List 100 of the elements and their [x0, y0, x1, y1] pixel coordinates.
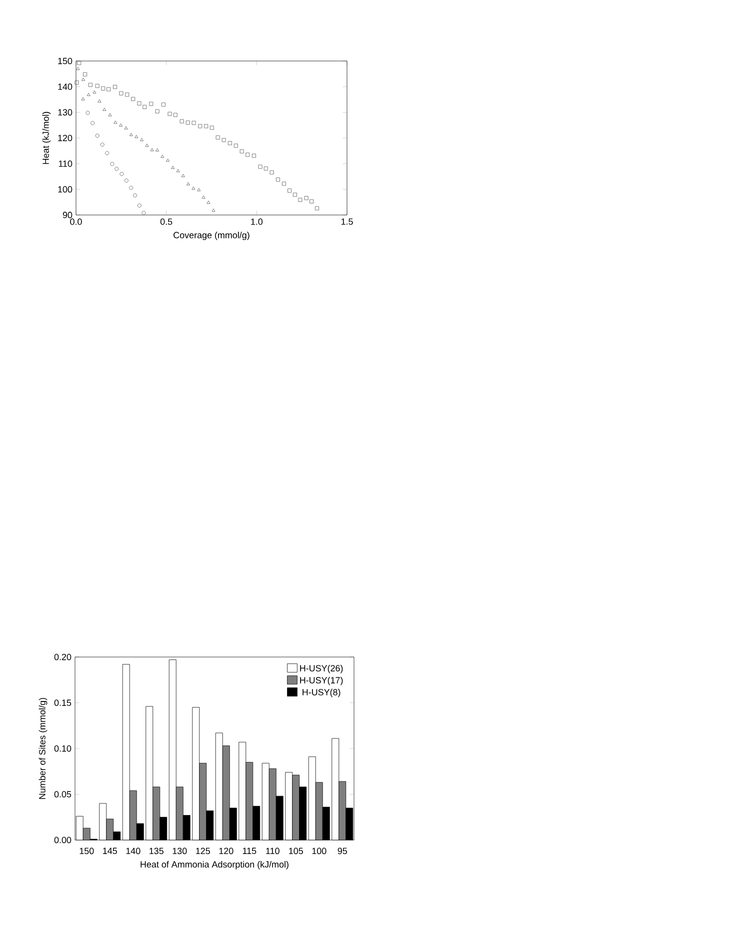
y-axis-title: Number of Sites (mmol/g): [38, 698, 48, 799]
y-tick-label: 0.10: [54, 745, 72, 752]
x-tick-label: 1.0: [251, 218, 263, 225]
x-tick-label: 120: [219, 848, 234, 854]
point: [276, 178, 280, 182]
point: [133, 193, 138, 198]
point: [173, 112, 178, 117]
point: [264, 166, 268, 171]
point: [142, 210, 146, 215]
x-tick-label: 115: [242, 848, 256, 854]
x-tick-label: 140: [126, 848, 140, 854]
point: [202, 196, 206, 199]
legend-label: H-USY(8): [302, 688, 340, 698]
point: [125, 92, 130, 97]
y-tick-label: 120: [58, 134, 72, 142]
point: [186, 120, 190, 125]
y-tick-label: 0.05: [54, 791, 72, 798]
legend-label: H-USY(17): [300, 676, 343, 686]
point: [134, 134, 138, 138]
x-tick-label: 100: [312, 848, 326, 854]
y-tick-label: 100: [58, 186, 72, 193]
point: [88, 82, 92, 87]
point: [160, 154, 164, 158]
point: [74, 80, 79, 85]
point: [149, 102, 154, 106]
point: [124, 178, 128, 183]
x-axis-title: Heat of Ammonia Adsorption (kJ/mol): [140, 860, 288, 870]
legend-label: H-USY(26): [300, 664, 343, 674]
point: [216, 135, 220, 140]
point: [105, 151, 110, 156]
point: [95, 134, 100, 138]
point: [95, 84, 100, 88]
point: [101, 86, 106, 90]
y-tick-label: 0.20: [54, 654, 72, 660]
point: [258, 164, 262, 169]
point: [228, 141, 232, 146]
point: [180, 119, 184, 124]
point: [100, 142, 104, 147]
y-axis-title: Heat (kJ/mol): [42, 112, 51, 164]
point: [234, 144, 238, 148]
point: [315, 206, 320, 210]
point: [137, 204, 142, 208]
point: [292, 192, 297, 197]
point: [176, 169, 180, 172]
point: [142, 104, 147, 109]
point: [310, 199, 314, 204]
point: [222, 138, 226, 142]
point: [206, 200, 210, 204]
y-tick-label: 0.15: [54, 700, 72, 706]
point: [181, 174, 185, 178]
point: [110, 162, 114, 166]
x-tick-label: 1.5: [341, 218, 353, 225]
point: [298, 198, 302, 202]
x-tick-label: 110: [266, 848, 280, 854]
point: [119, 91, 124, 96]
point: [131, 96, 136, 101]
point: [102, 108, 106, 111]
x-tick-label: 130: [172, 848, 187, 854]
point: [120, 172, 124, 176]
point: [108, 113, 112, 116]
point: [137, 101, 142, 106]
point: [171, 166, 175, 169]
point: [77, 61, 82, 66]
point: [161, 102, 166, 107]
x-tick-label: 0.5: [160, 218, 172, 225]
x-tick-label: 95: [338, 848, 347, 854]
point: [212, 208, 216, 212]
point: [192, 186, 196, 190]
point: [98, 99, 102, 102]
y-tick-label: 0.00: [54, 836, 72, 844]
point: [86, 110, 90, 115]
point: [155, 109, 160, 114]
x-tick-label: 0.0: [70, 218, 82, 225]
point: [252, 154, 256, 158]
point: [140, 138, 144, 142]
point: [270, 170, 274, 174]
x-tick-label: 125: [196, 848, 210, 854]
point: [92, 90, 96, 94]
point: [114, 166, 119, 171]
point: [156, 148, 160, 152]
point: [129, 132, 133, 136]
x-tick-label: 145: [103, 848, 117, 854]
point: [113, 84, 118, 89]
point: [145, 144, 149, 147]
point: [106, 87, 111, 92]
point: [240, 149, 244, 154]
point: [86, 92, 90, 96]
y-tick-label: 90: [62, 212, 72, 218]
point: [197, 188, 201, 192]
point: [246, 152, 250, 157]
x-tick-label: 105: [289, 848, 303, 854]
point: [129, 186, 134, 190]
y-tick-label: 150: [58, 58, 72, 64]
x-axis-title: Coverage (mmol/g): [174, 232, 250, 240]
point: [90, 121, 95, 126]
point: [168, 112, 172, 116]
y-tick-label: 130: [58, 109, 72, 116]
point: [192, 120, 196, 125]
point: [210, 126, 214, 130]
point: [282, 182, 286, 186]
